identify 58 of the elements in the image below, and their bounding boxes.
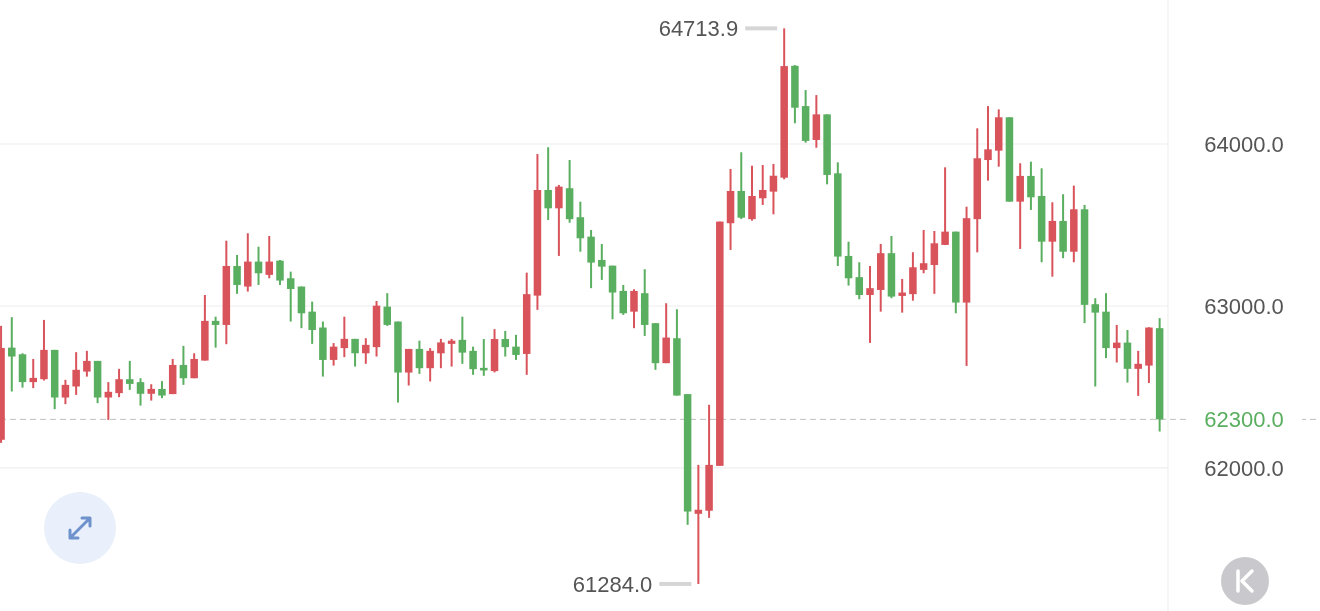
candlestick <box>329 342 338 367</box>
candlestick <box>265 235 273 280</box>
candlestick <box>351 337 359 368</box>
candlestick <box>1134 349 1142 397</box>
annotation: 64713.9 <box>658 16 739 42</box>
candlestick <box>1027 160 1035 211</box>
y-tick-label: 63000.0 <box>1204 294 1284 320</box>
y-tick-label: 62000.0 <box>1204 456 1284 482</box>
candlestick <box>362 337 370 365</box>
annotation: 61284.0 <box>572 571 653 597</box>
candlestick <box>458 315 467 365</box>
candlestick <box>984 105 992 182</box>
candlestick <box>844 240 853 287</box>
candlestick <box>383 292 392 327</box>
candlestick <box>61 378 70 406</box>
candlestick <box>501 329 510 358</box>
candlestick <box>8 316 16 393</box>
candlestick <box>469 345 477 376</box>
candlestick <box>758 164 767 206</box>
candlestick <box>919 229 928 275</box>
candlestick <box>126 359 134 391</box>
candlestick <box>930 229 939 295</box>
candlestick <box>233 253 241 295</box>
candlestick <box>104 381 113 421</box>
candlestick <box>694 463 703 585</box>
candlestick <box>748 164 756 222</box>
candlestick <box>190 352 198 380</box>
candlestick <box>437 337 445 370</box>
candlestick <box>544 146 552 221</box>
candlestick <box>512 333 520 361</box>
candlestick <box>179 344 188 386</box>
candlestick <box>555 183 563 257</box>
candlestick <box>211 315 220 349</box>
candlestick <box>866 264 874 344</box>
candlestick <box>415 339 424 375</box>
candlestick <box>898 277 906 314</box>
candlestick <box>576 200 585 253</box>
candlestick <box>286 270 295 323</box>
candlestick <box>941 166 949 246</box>
ref-line-label: 62300.0 <box>1204 407 1284 433</box>
candlestick <box>72 351 80 396</box>
y-tick-label: 64000.0 <box>1204 132 1284 158</box>
candlestick <box>619 283 628 316</box>
candlestick <box>1048 201 1057 278</box>
candlestick <box>276 258 284 286</box>
candlestick <box>1091 297 1100 388</box>
candlestick <box>426 347 434 383</box>
candlestick <box>308 300 316 345</box>
candlestick <box>598 242 606 281</box>
candlestick <box>404 347 413 387</box>
candlestick <box>855 261 864 301</box>
candlestick <box>340 315 349 359</box>
candlestick <box>83 349 91 378</box>
candlestick <box>136 377 145 407</box>
candlestick <box>769 162 778 216</box>
candlestick <box>29 357 37 390</box>
candlestick <box>630 288 638 330</box>
candlestick <box>115 367 123 399</box>
